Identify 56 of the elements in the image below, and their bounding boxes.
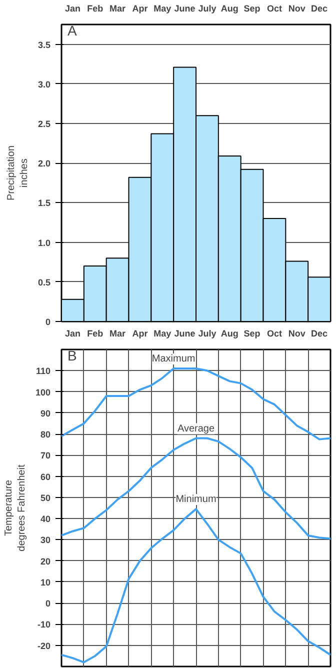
y-tick-label: 40	[40, 514, 51, 524]
series-label: Average	[177, 423, 215, 434]
x-tick-label: June	[174, 4, 196, 14]
y-tick-label: 10	[40, 577, 51, 588]
x-tick-label: July	[198, 4, 216, 14]
x-tick-label: Mar	[110, 328, 126, 338]
x-tick-label: May	[154, 328, 172, 338]
y-tick-label: -20	[37, 640, 51, 651]
y-tick-label: 50	[40, 492, 51, 503]
y-tick-label: 3.0	[38, 79, 51, 90]
y-tick-label: 20	[40, 556, 51, 566]
x-tick-label: July	[198, 328, 216, 338]
x-tick-label: Feb	[87, 328, 104, 338]
x-tick-label: Aug	[220, 4, 238, 14]
y-tick-label: 90	[40, 408, 51, 418]
x-tick-label: Sep	[244, 4, 261, 14]
y-tick-label: 70	[40, 450, 51, 461]
x-tick-label: Dec	[311, 328, 328, 338]
annotation: B	[68, 348, 77, 364]
y-tick-label: 60	[40, 472, 51, 482]
y-tick-label: 30	[40, 535, 51, 546]
y-tick-label: 2.5	[38, 119, 51, 129]
x-tick-label: Aug	[220, 328, 238, 338]
line-series	[62, 368, 330, 440]
y-tick-label: -10	[37, 620, 51, 630]
y-tick-label: 0.5	[38, 277, 51, 288]
y-tick-label: 110	[36, 366, 51, 376]
y-tick-label: 2.0	[38, 158, 51, 169]
x-tick-label: May	[154, 4, 172, 14]
y-tick-label: 0	[45, 317, 51, 327]
x-tick-label: Nov	[288, 4, 306, 14]
series-label: Minimum	[176, 494, 216, 506]
x-tick-label: Apr	[132, 328, 148, 338]
x-tick-label: Dec	[311, 4, 328, 14]
y-tick-label: 0	[45, 598, 51, 609]
series-label: Maximum	[152, 354, 196, 365]
line-series	[62, 508, 330, 664]
annotation: A	[68, 22, 78, 38]
x-tick-label: Jan	[64, 4, 80, 14]
x-tick-label: June	[174, 328, 196, 338]
x-tick-label: Apr	[132, 4, 148, 14]
x-tick-label: Jan	[64, 328, 80, 338]
x-tick-label: Sep	[244, 328, 261, 338]
y-tick-label: 100	[35, 387, 51, 398]
line-series	[62, 437, 330, 540]
y-tick-label: 1.5	[38, 198, 51, 208]
x-tick-label: Mar	[110, 4, 126, 14]
y-tick-label: 1.0	[38, 238, 51, 248]
x-tick-label: Oct	[266, 328, 282, 338]
x-tick-label: Oct	[266, 4, 282, 14]
y-tick-label: 80	[40, 430, 51, 440]
y-axis-title: Precipitation inches	[6, 145, 30, 201]
y-axis-title: Temperature degrees Fahrenheit	[3, 464, 28, 552]
y-tick-label: 3.5	[38, 40, 51, 50]
x-tick-label: Nov	[288, 328, 306, 338]
x-tick-label: Feb	[87, 4, 104, 14]
